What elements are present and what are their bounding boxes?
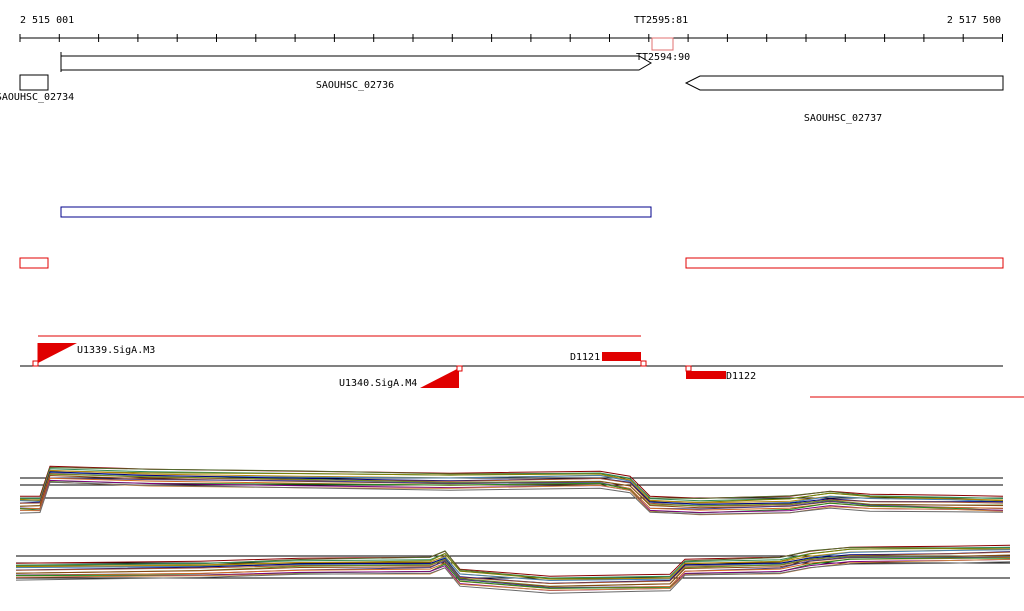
terminator	[651, 37, 674, 51]
expression-trace	[19, 481, 1004, 515]
gene-label: SAOUHSC_02734	[0, 92, 74, 103]
feature-block	[686, 371, 726, 379]
expression-trace	[15, 561, 1011, 594]
feature-label: U1339.SigA.M3	[77, 345, 155, 356]
gene-arrow	[60, 55, 652, 71]
expression-trace	[15, 554, 1011, 588]
expression-trace	[20, 465, 1004, 499]
expression-trace	[19, 471, 1004, 506]
gene-label: SAOUHSC_02736	[316, 80, 394, 91]
gene-label: SAOUHSC_02737	[804, 113, 882, 124]
gene	[19, 74, 49, 91]
annotation-box	[19, 257, 49, 269]
marker	[32, 360, 39, 367]
promoter	[420, 368, 459, 388]
feature-label: D1121	[570, 352, 600, 363]
terminator-label: TT2595:81	[634, 15, 688, 26]
expression-panel	[19, 465, 1004, 516]
promoter	[38, 343, 77, 363]
expression-panel	[15, 544, 1011, 594]
ruler	[19, 34, 1003, 42]
ruler-start: 2 515 001	[20, 15, 74, 26]
annotation-box	[60, 206, 652, 218]
ruler-end: 2 517 500	[947, 15, 1001, 26]
feature-label: U1340.SigA.M4	[339, 378, 417, 389]
marker	[685, 365, 692, 372]
expression-trace	[15, 549, 1011, 582]
feature-label: D1122	[726, 371, 756, 382]
expression-trace	[15, 554, 1011, 587]
marker	[456, 365, 463, 372]
marker	[640, 360, 647, 367]
feature-block	[602, 352, 641, 361]
annotation-box	[685, 257, 1004, 269]
terminator-label: TT2594:90	[636, 52, 690, 63]
gene-arrow	[684, 75, 1004, 91]
